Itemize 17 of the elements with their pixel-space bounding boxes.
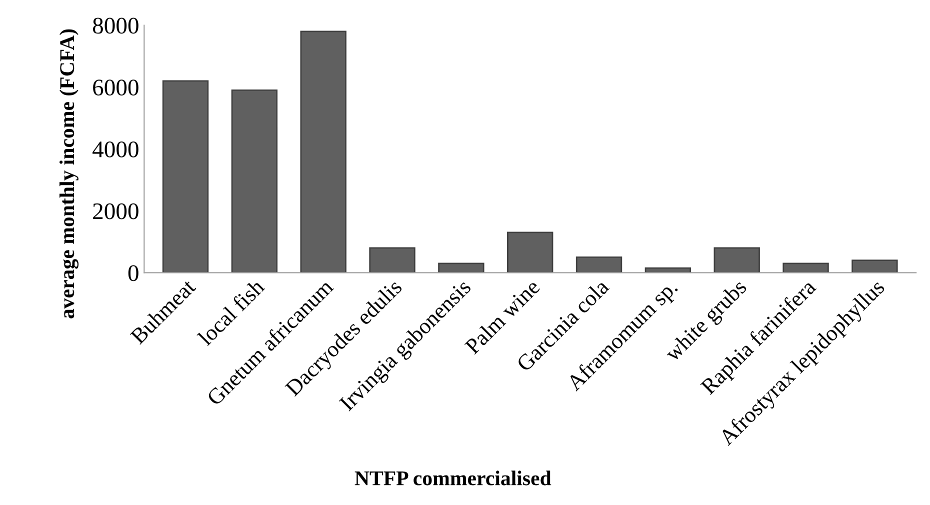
bar	[369, 247, 416, 273]
x-axis-title: NTFP commercialised	[354, 470, 552, 486]
y-axis-title: average monthly income (FCFA)	[59, 29, 79, 318]
bar	[162, 80, 209, 273]
bar	[852, 260, 898, 273]
y-tick-label: 0	[128, 265, 138, 282]
bar	[782, 262, 829, 273]
y-tick-label: 6000	[93, 80, 138, 96]
y-tick-label: 4000	[92, 141, 138, 158]
bar	[231, 90, 278, 273]
bar	[300, 30, 346, 273]
bar	[507, 232, 554, 273]
bar	[714, 247, 760, 273]
y-tick-label: 2000	[93, 203, 138, 220]
y-tick-label: 8000	[92, 18, 138, 34]
bar	[438, 262, 484, 273]
bar	[576, 256, 622, 273]
